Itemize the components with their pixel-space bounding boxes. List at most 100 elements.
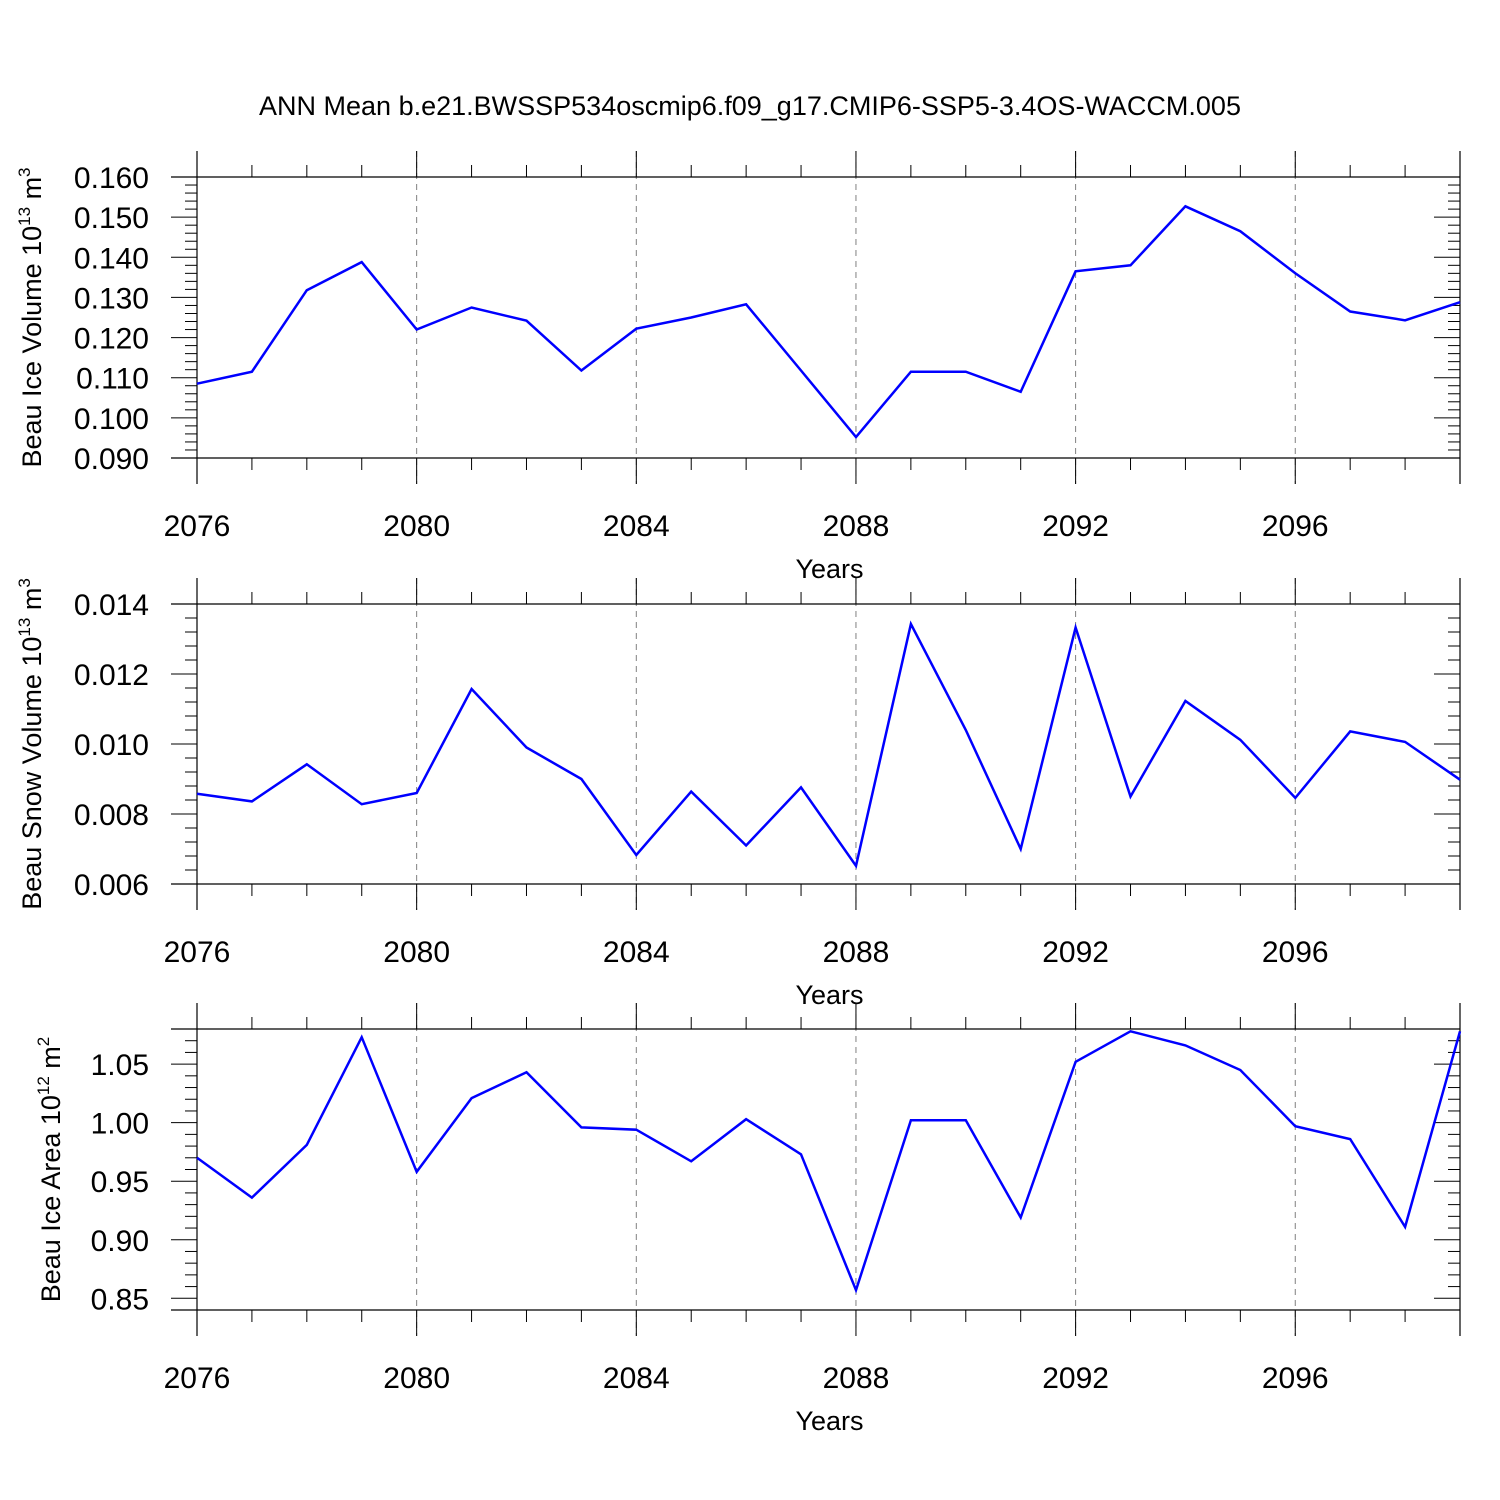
data-point-2095 [1238,229,1242,233]
data-point-2081 [470,687,474,691]
data-point-2088 [854,864,858,868]
y-tick-label: 0.100 [74,403,149,436]
data-point-2083 [579,1125,583,1129]
x-tick-label: 2092 [1042,510,1109,543]
data-point-2099 [1458,1029,1462,1033]
y-axis-label-exponent: 13 [15,207,34,226]
data-point-2086 [744,1117,748,1121]
y-axis-label: Beau Ice Area 1012 m2 [34,1037,66,1303]
data-point-2090 [964,370,968,374]
data-point-2090 [964,728,968,732]
x-tick-label: 2084 [603,936,670,969]
data-point-2078 [305,762,309,766]
y-axis-label-unit: m [36,1046,66,1076]
data-point-2082 [524,746,528,750]
data-point-2096 [1293,1124,1297,1128]
data-point-2085 [689,790,693,794]
data-point-2085 [689,1159,693,1163]
data-point-2094 [1183,699,1187,703]
data-point-2088 [854,1288,858,1292]
x-tick-label: 2076 [164,510,231,543]
data-point-2091 [1019,390,1023,394]
x-axis-label: Years [795,554,863,584]
data-point-2090 [964,1118,968,1122]
y-axis-label-text: Beau Snow Volume 10 [17,637,47,910]
data-point-2077 [250,799,254,803]
panel-ice-volume: 2076 2080 2084 2088 2092 2096 0.090 0.100 0.110 0… [15,151,1462,584]
x-tick-label: 2088 [823,936,890,969]
data-point-2087 [799,785,803,789]
data-point-2082 [524,1070,528,1074]
data-point-2099 [1458,300,1462,304]
y-axis-label-exponent: 13 [15,618,34,637]
y-tick-label: 1.05 [91,1049,149,1082]
data-point-2095 [1238,1068,1242,1072]
y-tick-label: 0.95 [91,1166,149,1199]
data-point-2098 [1403,1225,1407,1229]
data-point-2095 [1238,738,1242,742]
series-line [196,620,1461,869]
x-tick-label: 2084 [603,510,670,543]
data-point-2081 [470,1096,474,1100]
x-tick-label: 2088 [823,1362,890,1395]
data-point-2079 [360,1035,364,1039]
x-axis-label: Years [795,980,863,1010]
y-tick-label: 0.110 [76,363,149,396]
data-point-2080 [415,791,419,795]
y-tick-label: 0.006 [74,869,149,902]
x-tick-label: 2076 [164,1362,231,1395]
data-point-2091 [1019,847,1023,851]
data-point-2097 [1348,309,1352,313]
data-point-2094 [1183,204,1187,208]
y-axis-label-unit: m [17,588,47,618]
data-point-2080 [415,1170,419,1174]
data-point-2094 [1183,1043,1187,1047]
data-point-2087 [799,1152,803,1156]
y-tick-label: 0.160 [74,162,149,195]
x-tick-label: 2088 [823,510,890,543]
data-point-2092 [1074,1060,1078,1064]
data-point-2089 [909,622,913,626]
data-point-2078 [305,288,309,292]
y-tick-label: 0.012 [74,659,149,692]
y-tick-label: 0.010 [74,729,149,762]
data-point-2096 [1293,271,1297,275]
data-point-2099 [1458,778,1462,782]
y-tick-label: 0.85 [91,1283,149,1316]
y-tick-label: 0.150 [74,202,149,235]
x-tick-label: 2092 [1042,1362,1109,1395]
y-axis-label-unit-exponent: 3 [15,578,34,587]
x-tick-label: 2092 [1042,936,1109,969]
x-axis-label: Years [795,1406,863,1436]
y-axis-label-exponent: 12 [34,1076,53,1095]
data-point-2078 [305,1143,309,1147]
data-point-2083 [579,777,583,781]
data-point-2085 [689,316,693,320]
y-axis-label-unit-exponent: 3 [15,167,34,176]
data-point-2076 [195,382,199,386]
data-point-2077 [250,1196,254,1200]
data-point-2083 [579,368,583,372]
y-tick-label: 0.130 [74,282,149,315]
y-axis-label-unit-exponent: 2 [34,1037,53,1046]
x-tick-label: 2080 [383,510,450,543]
y-tick-label: 0.140 [74,242,149,275]
x-tick-label: 2096 [1262,936,1329,969]
x-tick-label: 2080 [383,936,450,969]
y-axis-label-text: Beau Ice Volume 10 [17,226,47,468]
data-point-2092 [1074,625,1078,629]
data-point-2093 [1129,1029,1133,1033]
data-point-2092 [1074,269,1078,273]
y-axis-label: Beau Ice Volume 1013 m3 [15,167,47,467]
y-axis-label-unit: m [17,177,47,207]
data-point-2089 [909,370,913,374]
y-axis-label-text: Beau Ice Area 10 [36,1095,66,1302]
panel-snow-volume: 2076 2080 2084 2088 2092 2096 0.006 0.008 0.010 0… [15,578,1462,1010]
data-point-2097 [1348,1137,1352,1141]
x-tick-label: 2080 [383,1362,450,1395]
chart-title: ANN Mean b.e21.BWSSP534oscmip6.f09_g17.C… [259,91,1241,121]
data-point-2098 [1403,740,1407,744]
data-point-2088 [854,435,858,439]
data-point-2081 [470,305,474,309]
